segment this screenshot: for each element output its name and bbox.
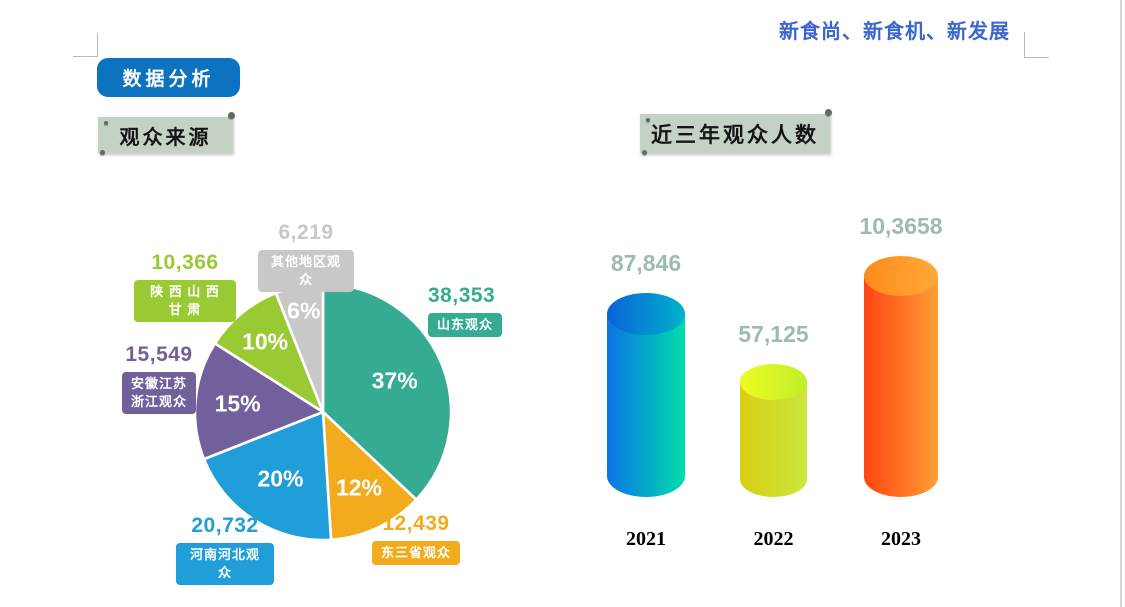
page-corner-mark-top-left — [73, 56, 98, 57]
pie-pct-label: 15% — [214, 390, 261, 417]
pie-chart[interactable] — [193, 282, 453, 542]
audience-source-pie-panel: 37% 12% 20% 15% 10% 6% 38,353 山东观众 12,43… — [0, 180, 560, 600]
cylinder-shape — [607, 293, 685, 497]
pie-callout-value: 38,353 — [428, 284, 496, 307]
pie-callout-tag: 陕 西 山 西 甘 肃 — [134, 280, 236, 323]
pie-slice-1[interactable] — [321, 410, 418, 542]
pie-callout-tag: 河南河北观众 — [176, 543, 274, 586]
pie-pct-label: 12% — [335, 474, 382, 501]
pin-icon — [825, 109, 832, 116]
pie-callout-henan-hebei[interactable]: 20,732 河南河北观众 — [176, 514, 274, 586]
pie-callout-tag: 东三省观众 — [372, 541, 460, 566]
pin-icon — [646, 118, 650, 122]
cylinder-top-ellipse — [740, 364, 807, 400]
pie-callout-tag: 其他地区观众 — [258, 250, 354, 293]
bar-value-label: 87,846 — [610, 250, 682, 276]
cylinder-shape — [740, 364, 807, 497]
pie-chart-title-label[interactable]: 观众来源 — [98, 112, 235, 155]
page-edge-line — [1120, 0, 1122, 607]
header-slogan: 新食尚、新食机、新发展 — [779, 21, 1010, 43]
cylinder-shape — [864, 256, 938, 497]
data-analysis-badge[interactable]: 数据分析 — [97, 58, 240, 97]
pin-icon — [642, 150, 647, 155]
pie-callout-other-regions[interactable]: 6,219 其他地区观众 — [258, 221, 354, 293]
x-axis-label: 2022 — [753, 528, 794, 550]
pie-callout-northeast[interactable]: 12,439 东三省观众 — [372, 512, 460, 566]
pie-callout-shandong[interactable]: 38,353 山东观众 — [428, 284, 503, 338]
pie-callout-value: 15,549 — [125, 343, 193, 366]
pie-callout-shaanxi-shanxi-gansu[interactable]: 10,366 陕 西 山 西 甘 肃 — [134, 251, 236, 323]
bar-chart-title-label[interactable]: 近三年观众人数 — [640, 109, 832, 155]
x-axis-label: 2023 — [881, 528, 921, 550]
pie-callout-tag: 安徽江苏 浙江观众 — [121, 372, 196, 415]
cylinder-top-ellipse — [607, 293, 685, 335]
pie-slice-4[interactable] — [213, 291, 325, 414]
page-corner-mark-top-right — [1024, 32, 1025, 58]
pie-pct-label: 37% — [371, 367, 418, 394]
pie-callout-tag: 山东观众 — [428, 313, 503, 338]
pie-callout-value: 6,219 — [278, 221, 334, 244]
pie-callout-value: 20,732 — [191, 514, 259, 537]
pie-callout-value: 10,366 — [151, 251, 219, 274]
cylinder-body — [864, 276, 938, 497]
pie-pct-label: 10% — [242, 328, 289, 355]
pin-icon — [100, 150, 105, 155]
visitors-bar-panel: 87,846 2021 57,125 2022 10,3658 2023 — [560, 180, 1125, 600]
pie-slice-0[interactable] — [321, 282, 453, 501]
pin-icon — [228, 112, 235, 119]
pie-callout-anhui-jiangsu-zhejiang[interactable]: 15,549 安徽江苏 浙江观众 — [116, 343, 202, 415]
bar-chart-title: 近三年观众人数 — [651, 122, 819, 147]
bar-value-label: 57,125 — [738, 321, 809, 347]
x-axis-label: 2021 — [626, 528, 666, 550]
pie-pct-label: 20% — [257, 465, 304, 492]
cylinder-body — [740, 382, 807, 497]
pin-icon — [104, 121, 108, 125]
bar-value-label: 10,3658 — [859, 213, 943, 239]
pie-callout-value: 12,439 — [382, 512, 450, 535]
pie-slice-2[interactable] — [202, 410, 333, 542]
pie-chart-title: 观众来源 — [119, 126, 212, 149]
page-corner-mark-top-left — [97, 33, 98, 57]
cylinder-body — [607, 314, 685, 497]
cylinder-top-ellipse — [864, 256, 938, 296]
pie-pct-label: 6% — [287, 297, 321, 324]
page-corner-mark-top-right — [1024, 57, 1049, 58]
